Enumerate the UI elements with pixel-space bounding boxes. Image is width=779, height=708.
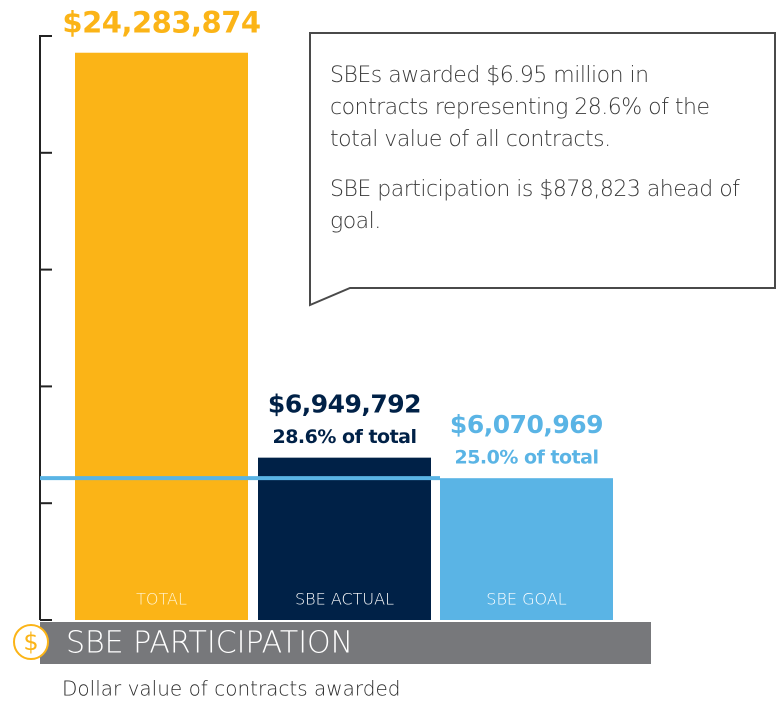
bar	[258, 457, 431, 620]
icon: $	[23, 628, 38, 656]
share-label: 28.6% of total	[272, 426, 416, 448]
chart-subtitle: Dollar value of contracts awarded	[62, 677, 401, 701]
callout-box	[309, 32, 776, 307]
value-label: $24,283,874	[62, 6, 260, 40]
icon-circle	[13, 624, 49, 660]
callout: SBEs awarded $6.95 million in contracts …	[330, 60, 750, 256]
bar	[75, 52, 248, 621]
chart-title: SBE PARTICIPATION	[66, 626, 353, 661]
category-label: SBE ACTUAL	[295, 590, 394, 609]
callout-text: SBEs awarded $6.95 million in contracts …	[330, 63, 710, 152]
value-label: $6,949,792	[268, 390, 421, 419]
callout-text: SBE participation is $878,823 ahead of g…	[330, 177, 740, 234]
value-label: $6,070,969	[450, 410, 603, 439]
category-label: TOTAL	[136, 590, 187, 609]
bar	[440, 478, 613, 620]
title-banner	[40, 622, 651, 664]
share-label: 25.0% of total	[454, 447, 598, 469]
category-label: SBE GOAL	[486, 590, 566, 609]
